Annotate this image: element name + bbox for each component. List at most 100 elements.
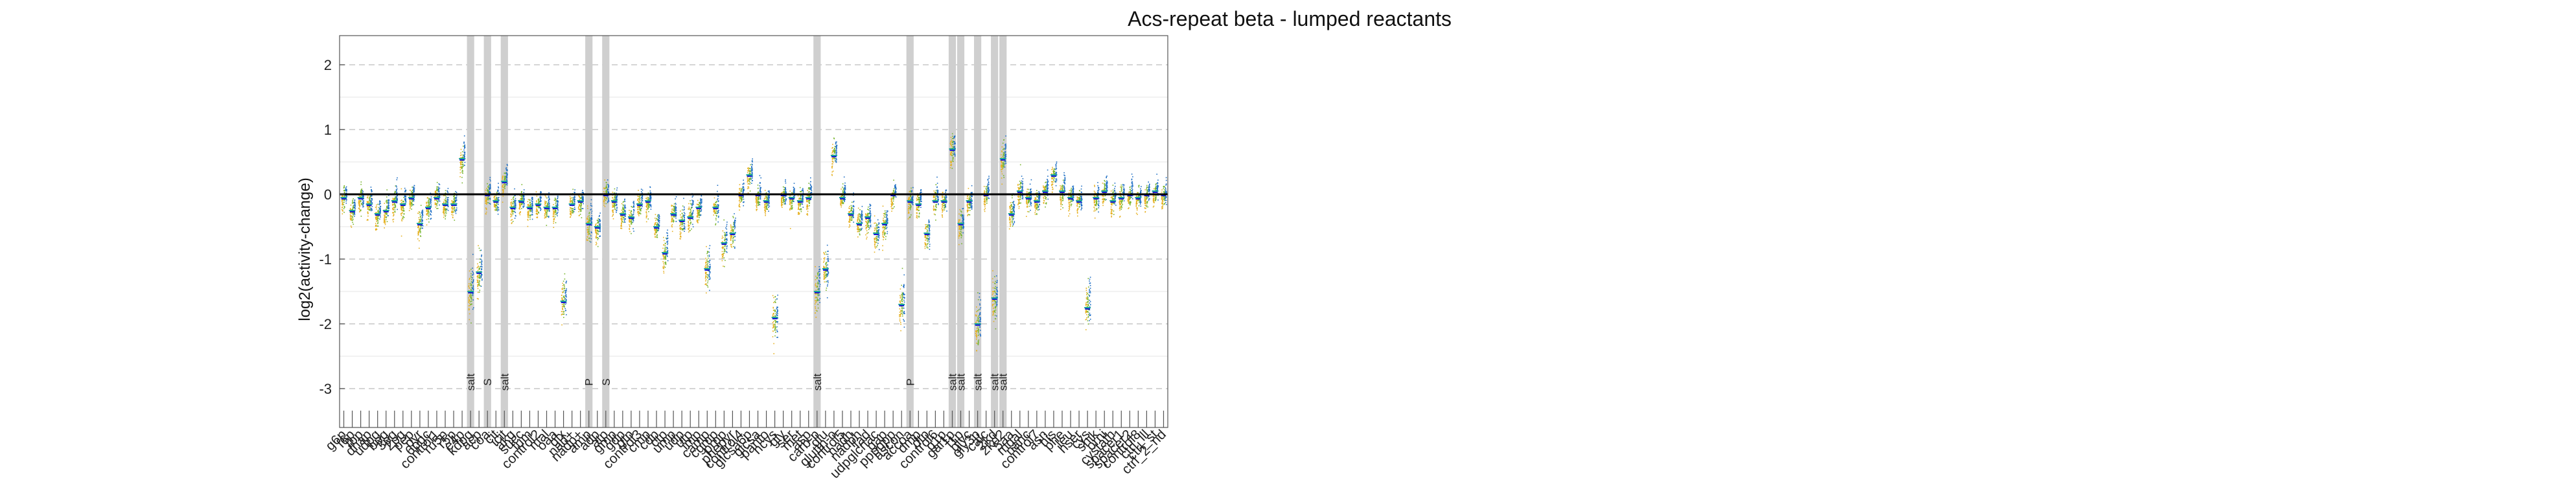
data-point [376, 218, 377, 220]
data-point [692, 218, 694, 220]
data-point [725, 238, 726, 240]
data-point [572, 201, 574, 203]
data-point [552, 215, 554, 217]
data-point [451, 211, 453, 213]
data-point [557, 203, 558, 204]
data-point [614, 198, 615, 200]
data-point [654, 224, 655, 226]
data-point [706, 292, 707, 294]
data-point [648, 203, 649, 205]
data-point [394, 211, 395, 212]
data-point [572, 210, 574, 212]
data-point [725, 245, 726, 247]
data-point [633, 210, 635, 212]
data-point [544, 204, 546, 206]
data-point [764, 204, 765, 205]
data-point [647, 218, 649, 220]
data-point [360, 210, 362, 212]
data-point [430, 210, 432, 212]
data-point [598, 231, 599, 233]
data-point [566, 302, 567, 304]
data-point [480, 249, 482, 251]
data-point [622, 209, 623, 210]
data-point [688, 203, 690, 205]
data-point [489, 191, 491, 192]
data-point [540, 200, 542, 201]
data-point [506, 174, 508, 176]
data-point [434, 203, 436, 205]
data-point [546, 212, 548, 214]
data-point [664, 251, 665, 252]
data-point [343, 199, 345, 201]
data-point [527, 214, 529, 215]
data-point [596, 235, 597, 237]
data-point [546, 225, 548, 226]
data-point [638, 215, 640, 216]
data-point [717, 212, 719, 213]
data-point [540, 192, 541, 194]
data-point [733, 236, 734, 238]
data-point [369, 209, 371, 210]
data-point [453, 206, 455, 208]
data-point [402, 207, 404, 209]
data-point [367, 208, 369, 210]
data-point [478, 266, 479, 267]
data-point [460, 152, 461, 154]
data-point [343, 190, 345, 192]
data-point [688, 226, 690, 228]
data-point [472, 293, 474, 295]
data-point [482, 261, 483, 262]
data-point [454, 198, 456, 199]
data-point [666, 238, 667, 240]
data-point [430, 211, 432, 213]
data-point [447, 205, 449, 206]
data-point [732, 227, 734, 228]
data-point [386, 221, 388, 222]
data-point [496, 191, 498, 193]
y-axis-label: log2(activity-change) [296, 177, 314, 321]
data-point [608, 198, 609, 199]
data-point [537, 213, 538, 215]
data-point [612, 202, 614, 203]
data-point [743, 190, 745, 191]
data-point [388, 207, 389, 209]
data-point [553, 211, 554, 212]
data-point [529, 201, 531, 203]
data-point [656, 223, 658, 225]
data-point [667, 234, 669, 236]
data-point [709, 264, 711, 265]
data-point [656, 229, 657, 231]
data-point [394, 209, 396, 210]
data-point [546, 205, 548, 207]
data-point [419, 235, 421, 236]
data-point [649, 204, 650, 205]
data-point [563, 291, 564, 293]
data-point [360, 216, 362, 217]
data-point [620, 225, 621, 227]
data-point [427, 205, 428, 207]
data-point [691, 207, 693, 208]
data-point [709, 245, 711, 247]
data-point [730, 226, 732, 227]
data-point [715, 212, 717, 214]
data-point [583, 199, 584, 201]
data-point [351, 212, 352, 214]
data-point [496, 205, 498, 206]
data-point [380, 212, 381, 213]
data-point [394, 204, 396, 205]
data-point [663, 268, 665, 269]
data-point [747, 168, 748, 169]
data-point [468, 299, 470, 300]
data-point [403, 210, 405, 211]
data-point [570, 200, 572, 201]
data-point [671, 220, 673, 221]
data-point [620, 212, 622, 214]
data-point [412, 199, 413, 201]
data-point [531, 198, 533, 200]
data-point [751, 180, 753, 181]
data-point [621, 209, 623, 211]
data-point [772, 310, 774, 312]
data-point [412, 187, 413, 188]
data-point [756, 209, 757, 210]
data-point [647, 209, 649, 210]
